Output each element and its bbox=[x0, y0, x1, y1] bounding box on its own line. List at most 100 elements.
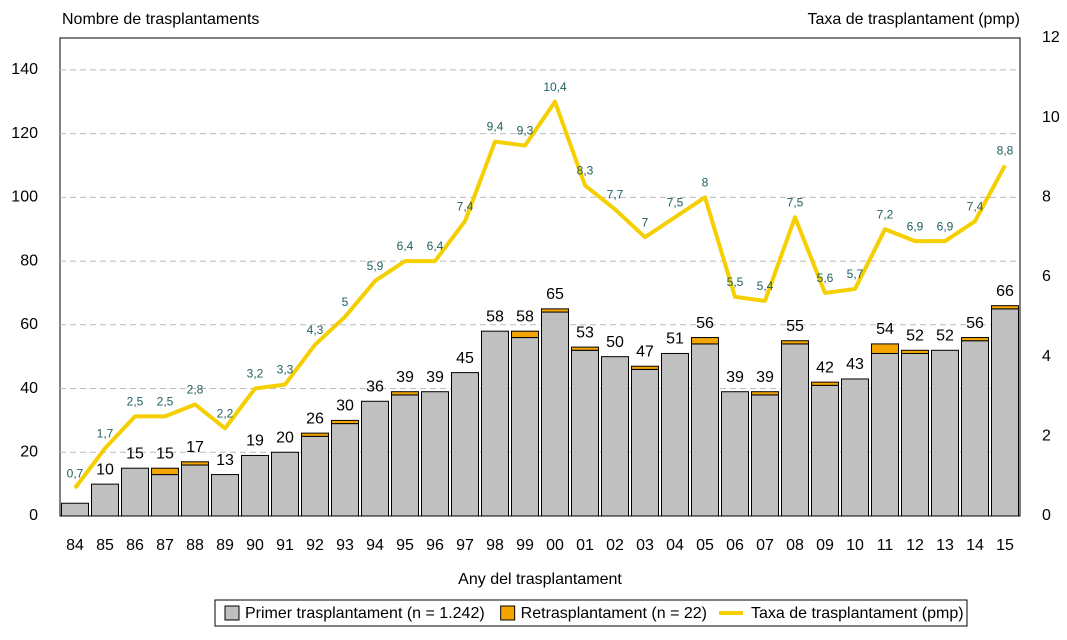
data-label: 7,5 bbox=[787, 195, 804, 209]
x-tick-label: 13 bbox=[936, 537, 954, 554]
total-label: 26 bbox=[306, 410, 324, 427]
data-label: 9,3 bbox=[517, 124, 534, 138]
bar bbox=[541, 311, 569, 517]
y-tick-label: 140 bbox=[11, 61, 38, 78]
y2-tick-label: 10 bbox=[1042, 109, 1060, 126]
bar bbox=[991, 305, 1019, 310]
bar bbox=[961, 337, 989, 342]
bar bbox=[571, 349, 599, 517]
total-label: 10 bbox=[96, 461, 114, 478]
y-tick-label: 40 bbox=[20, 380, 38, 397]
total-label: 36 bbox=[366, 378, 384, 395]
bar bbox=[511, 337, 539, 517]
data-label: 7 bbox=[642, 215, 649, 229]
bar bbox=[871, 352, 899, 517]
x-tick-label: 93 bbox=[336, 537, 354, 554]
data-label: 7,2 bbox=[877, 207, 894, 221]
data-label: 7,7 bbox=[607, 187, 624, 201]
data-label: 3,2 bbox=[247, 367, 264, 381]
total-label: 20 bbox=[276, 429, 294, 446]
bar bbox=[571, 346, 599, 351]
bar bbox=[601, 356, 629, 517]
data-label: 2,5 bbox=[127, 395, 144, 409]
total-label: 13 bbox=[216, 452, 234, 469]
x-tick-label: 89 bbox=[216, 537, 234, 554]
total-label: 52 bbox=[936, 328, 954, 345]
total-label: 47 bbox=[636, 343, 654, 360]
total-label: 15 bbox=[156, 445, 174, 462]
x-tick-label: 05 bbox=[696, 537, 714, 554]
total-label: 39 bbox=[726, 369, 744, 386]
bar bbox=[181, 461, 209, 466]
data-label: 8,8 bbox=[997, 144, 1014, 158]
total-label: 53 bbox=[576, 324, 594, 341]
total-label: 45 bbox=[456, 350, 474, 367]
bar bbox=[631, 368, 659, 517]
legend-swatch bbox=[224, 605, 240, 621]
x-tick-label: 97 bbox=[456, 537, 474, 554]
x-tick-label: 01 bbox=[576, 537, 594, 554]
data-label: 10,4 bbox=[543, 80, 567, 94]
data-label: 6,9 bbox=[907, 219, 924, 233]
bar bbox=[301, 435, 329, 517]
y-tick-label: 0 bbox=[29, 507, 38, 524]
bar bbox=[841, 378, 869, 517]
bar bbox=[121, 467, 149, 517]
data-label: 8,3 bbox=[577, 164, 594, 178]
y-axis-title: Nombre de trasplantaments bbox=[62, 11, 259, 28]
x-tick-label: 04 bbox=[666, 537, 684, 554]
legend-swatch bbox=[500, 605, 516, 621]
total-label: 39 bbox=[426, 369, 444, 386]
x-tick-label: 88 bbox=[186, 537, 204, 554]
bar bbox=[721, 391, 749, 517]
data-label: 2,2 bbox=[217, 407, 234, 421]
total-label: 30 bbox=[336, 398, 354, 415]
bar bbox=[751, 394, 779, 517]
total-label: 39 bbox=[756, 369, 774, 386]
x-tick-label: 84 bbox=[66, 537, 84, 554]
data-label: 5,9 bbox=[367, 259, 384, 273]
x-tick-label: 09 bbox=[816, 537, 834, 554]
total-label: 56 bbox=[966, 315, 984, 332]
data-label: 2,8 bbox=[187, 383, 204, 397]
x-tick-label: 14 bbox=[966, 537, 984, 554]
bar bbox=[871, 343, 899, 354]
y-tick-label: 20 bbox=[20, 443, 38, 460]
x-tick-label: 95 bbox=[396, 537, 414, 554]
bar bbox=[751, 391, 779, 396]
y2-tick-label: 12 bbox=[1042, 29, 1060, 46]
x-axis-title: Any del trasplantament bbox=[458, 571, 622, 588]
x-tick-label: 94 bbox=[366, 537, 384, 554]
data-label: 1,7 bbox=[97, 426, 114, 440]
total-label: 51 bbox=[666, 331, 684, 348]
bar bbox=[331, 423, 359, 517]
x-tick-label: 07 bbox=[756, 537, 774, 554]
total-label: 19 bbox=[246, 433, 264, 450]
bar bbox=[961, 340, 989, 517]
line bbox=[73, 99, 1007, 490]
x-tick-label: 02 bbox=[606, 537, 624, 554]
bar bbox=[901, 352, 929, 517]
total-label: 43 bbox=[846, 356, 864, 373]
data-label: 8 bbox=[702, 176, 709, 190]
total-label: 54 bbox=[876, 321, 894, 338]
x-tick-label: 98 bbox=[486, 537, 504, 554]
x-tick-label: 12 bbox=[906, 537, 924, 554]
bar bbox=[421, 391, 449, 517]
x-tick-label: 03 bbox=[636, 537, 654, 554]
y-tick-label: 80 bbox=[20, 252, 38, 269]
data-label: 7,4 bbox=[967, 199, 984, 213]
bar bbox=[541, 308, 569, 313]
total-label: 15 bbox=[126, 445, 144, 462]
bar bbox=[391, 394, 419, 517]
x-tick-label: 86 bbox=[126, 537, 144, 554]
bar bbox=[91, 483, 119, 517]
y2-tick-label: 0 bbox=[1042, 507, 1051, 524]
x-tick-label: 92 bbox=[306, 537, 324, 554]
data-label: 5,7 bbox=[847, 267, 864, 281]
data-label: 7,4 bbox=[457, 199, 474, 213]
data-label: 5 bbox=[342, 295, 349, 309]
total-label: 58 bbox=[486, 308, 504, 325]
bar bbox=[241, 454, 269, 517]
